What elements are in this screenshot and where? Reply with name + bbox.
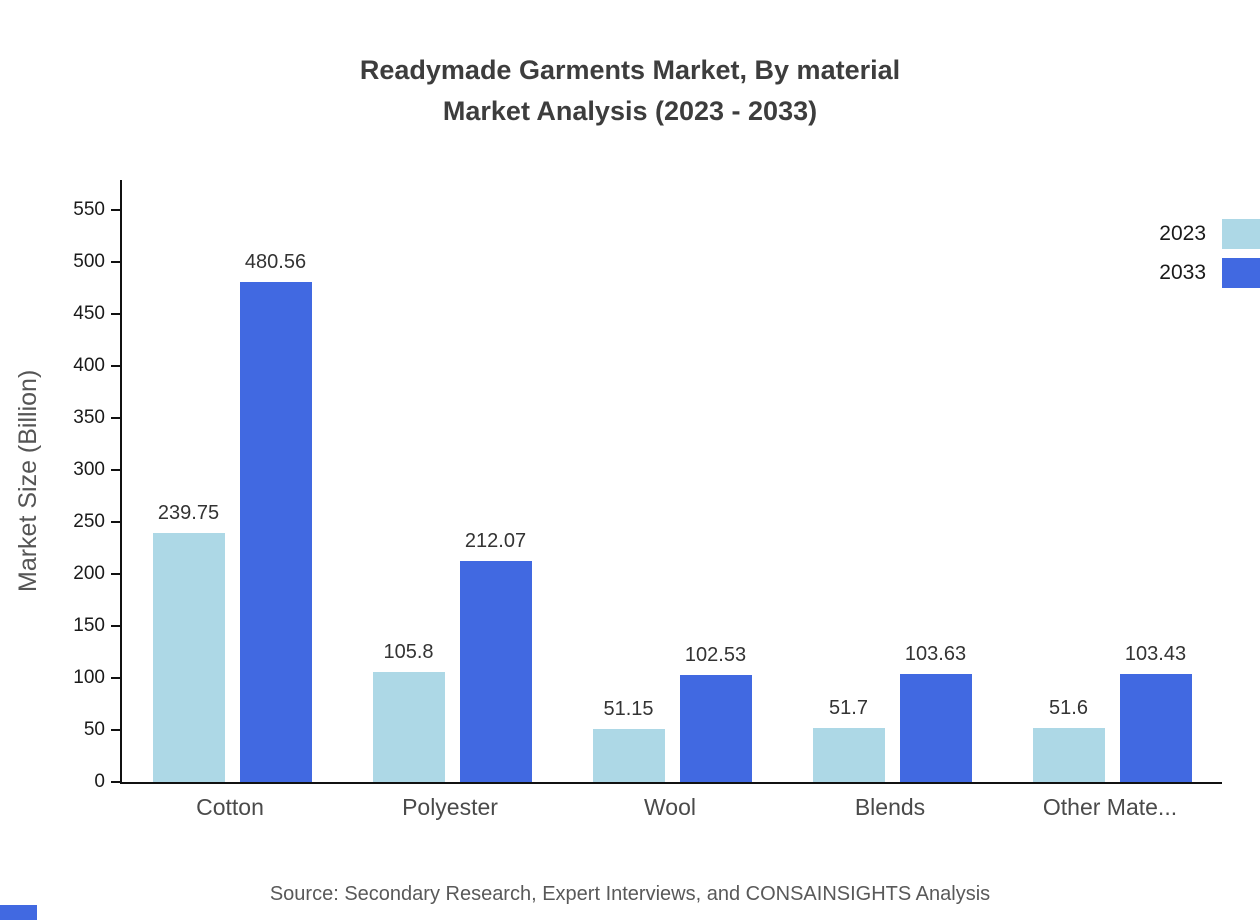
y-axis-title: Market Size (Billion) (14, 369, 42, 593)
y-tick-label: 100 (73, 667, 105, 688)
bar-2033: 103.63 (899, 643, 972, 782)
bar-value-label: 105.8 (383, 640, 434, 663)
bar-2023: 239.75 (152, 502, 225, 782)
bar-value-label: 51.7 (829, 697, 868, 720)
x-category-label: Wool (644, 794, 696, 820)
bar-2033: 480.56 (239, 251, 312, 782)
x-category-label: Polyester (402, 794, 498, 820)
legend-label-2033: 2033 (1159, 261, 1206, 284)
y-tick-mark (111, 261, 120, 263)
bar-value-label: 103.43 (1124, 643, 1187, 666)
y-tick-mark (111, 781, 120, 783)
bar-group: 239.75 480.56 (122, 180, 342, 782)
y-tick-label: 0 (94, 771, 105, 792)
y-tick-mark (111, 313, 120, 315)
y-tick-mark (111, 521, 120, 523)
y-tick-mark (111, 209, 120, 211)
bar-group: 51.7 103.63 (782, 180, 1002, 782)
legend-item-2023: 2023 (1159, 219, 1260, 249)
bar-2023: 51.6 (1032, 697, 1105, 782)
bar-2033: 103.43 (1119, 643, 1192, 782)
bar-2023: 105.8 (372, 641, 445, 782)
y-tick-label: 400 (73, 355, 105, 376)
y-tick-label: 450 (73, 303, 105, 324)
bar-2033: 212.07 (459, 530, 532, 782)
bar-group: 105.8 212.07 (342, 180, 562, 782)
brand-accent (0, 905, 37, 920)
source-note: Source: Secondary Research, Expert Inter… (269, 883, 991, 905)
bar-value-label: 480.56 (244, 251, 307, 274)
legend-swatch-2033 (1222, 258, 1260, 288)
x-category-label: Other Mate... (1042, 794, 1178, 820)
y-tick-label: 550 (73, 199, 105, 220)
x-axis-labels: Cotton Polyester Wool Blends Other Mate... (120, 794, 1220, 821)
bar-group: 51.15 102.53 (562, 180, 782, 782)
y-tick-label: 50 (83, 719, 105, 740)
y-tick-label: 200 (73, 563, 105, 584)
bar-value-label: 103.63 (904, 643, 967, 666)
y-tick-mark (111, 573, 120, 575)
y-tick-mark (111, 729, 120, 731)
y-tick-mark (111, 677, 120, 679)
plot-area: 0 50 100 150 200 250 300 350 400 450 500 550 239.75… (73, 180, 1222, 792)
chart-subtitle: Market Analysis (2023 - 2033) (442, 96, 818, 126)
bar-groups: 239.75 480.56 105.8 212.07 51.15 102.53 51.7 10… (122, 180, 1222, 782)
chart-title-block: Readymade Garments Market, By material M… (0, 50, 1260, 132)
bar-value-label: 51.6 (1049, 697, 1088, 720)
y-tick-mark (111, 625, 120, 627)
legend-item-2033: 2033 (1159, 258, 1260, 288)
legend-label-2023: 2023 (1159, 222, 1206, 245)
legend: 2023 2033 (1159, 219, 1260, 288)
y-tick-label: 150 (73, 615, 105, 636)
y-tick-mark (111, 469, 120, 471)
y-tick-mark (111, 417, 120, 419)
chart-title: Readymade Garments Market, By material (359, 55, 901, 85)
bar-2033: 102.53 (679, 644, 752, 782)
bar-value-label: 239.75 (157, 501, 220, 524)
y-tick-label: 350 (73, 407, 105, 428)
y-tick-mark (111, 365, 120, 367)
bar-value-label: 212.07 (464, 530, 527, 553)
x-category-label: Cotton (196, 794, 264, 820)
y-tick-label: 250 (73, 511, 105, 532)
y-tick-label: 300 (73, 459, 105, 480)
x-category-label: Blends (854, 794, 926, 820)
y-tick-label: 500 (73, 251, 105, 272)
bar-2023: 51.7 (812, 697, 885, 782)
y-axis-ticks: 0 50 100 150 200 250 300 350 400 450 500 550 (73, 180, 1222, 792)
bar-value-label: 51.15 (603, 697, 654, 720)
legend-swatch-2023 (1222, 219, 1260, 249)
bar-group: 51.6 103.43 (1002, 180, 1222, 782)
bar-2023: 51.15 (592, 698, 665, 782)
bar-value-label: 102.53 (684, 644, 747, 667)
